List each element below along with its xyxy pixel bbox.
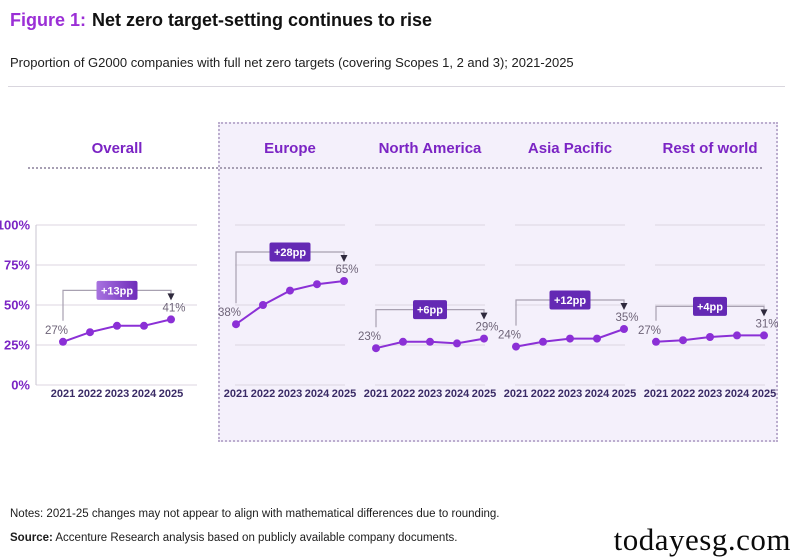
data-point — [512, 342, 520, 351]
header-underline — [28, 167, 762, 169]
year-label: 2021 — [364, 388, 388, 400]
change-badge-label: +6pp — [417, 305, 443, 317]
chart-header-rest-of-world: Rest of world — [662, 140, 758, 157]
year-label: 2023 — [558, 388, 582, 400]
arrow-down-icon — [620, 303, 628, 310]
first-value-label: 23% — [358, 331, 381, 343]
first-value-label: 27% — [638, 325, 661, 337]
change-badge — [413, 300, 447, 320]
last-value-label: 31% — [755, 318, 778, 330]
year-label: 2023 — [278, 388, 302, 400]
year-label: 2021 — [224, 388, 248, 400]
data-point — [140, 321, 148, 330]
y-tick-label: 100% — [0, 218, 30, 233]
data-point — [313, 280, 321, 289]
change-badge-label: +13pp — [101, 285, 133, 297]
year-label: 2022 — [78, 388, 102, 400]
year-label: 2023 — [418, 388, 442, 400]
data-point — [679, 336, 687, 345]
year-label: 2022 — [391, 388, 415, 400]
year-label: 2022 — [671, 388, 695, 400]
data-point — [453, 339, 461, 348]
year-label: 2022 — [251, 388, 275, 400]
year-label: 2022 — [531, 388, 555, 400]
watermark: todayesg.com — [613, 522, 791, 557]
year-label: 2025 — [752, 388, 776, 400]
year-label: 2024 — [725, 388, 750, 400]
figure-subtitle: Proportion of G2000 companies with full … — [10, 55, 574, 70]
figure-title-text: Net zero target-setting continues to ris… — [92, 10, 433, 30]
change-badge-label: +4pp — [697, 301, 723, 313]
year-label: 2025 — [472, 388, 496, 400]
data-point — [340, 277, 348, 285]
data-point — [59, 337, 67, 346]
data-point — [706, 333, 714, 341]
year-label: 2025 — [159, 388, 183, 400]
year-label: 2024 — [585, 388, 610, 400]
year-label: 2021 — [644, 388, 668, 400]
year-label: 2025 — [612, 388, 636, 400]
change-badge-label: +28pp — [274, 247, 306, 259]
data-point — [539, 337, 547, 346]
last-value-label: 65% — [335, 264, 358, 276]
y-tick-label: 50% — [4, 298, 30, 313]
top-divider — [8, 86, 785, 87]
change-badge — [693, 296, 727, 316]
data-point — [286, 286, 294, 295]
year-label: 2023 — [105, 388, 129, 400]
chart-header-overall: Overall — [91, 140, 143, 157]
regions-panel — [218, 122, 778, 442]
first-value-label: 38% — [218, 307, 241, 319]
figure-title: Figure 1: Net zero target-setting continu… — [10, 10, 432, 31]
arrow-down-icon — [480, 312, 488, 320]
chart-header-north-america: North America — [378, 140, 482, 157]
arrow-down-icon — [760, 309, 768, 317]
year-label: 2024 — [305, 388, 330, 400]
change-badge-label: +12pp — [554, 295, 586, 307]
chart-header-europe: Europe — [264, 140, 316, 157]
data-point — [167, 315, 175, 324]
data-point — [733, 331, 741, 340]
year-label: 2024 — [132, 388, 157, 400]
y-tick-label: 25% — [4, 338, 30, 353]
last-value-label: 29% — [475, 322, 498, 334]
y-tick-label: 75% — [4, 258, 30, 273]
arrow-down-icon — [167, 293, 175, 301]
data-point — [113, 321, 121, 330]
first-value-label: 24% — [498, 330, 521, 342]
data-point — [372, 344, 380, 353]
data-point — [566, 334, 574, 343]
data-point — [86, 328, 94, 337]
data-point — [399, 337, 407, 346]
arrow-down-icon — [340, 255, 348, 262]
first-value-label: 27% — [45, 325, 68, 337]
source-line: Source: Accenture Research analysis base… — [10, 532, 457, 544]
data-point — [593, 334, 601, 343]
data-point — [259, 301, 267, 309]
last-value-label: 41% — [162, 302, 185, 314]
figure-number-label: Figure 1: — [10, 10, 87, 30]
year-label: 2021 — [504, 388, 528, 400]
data-point — [620, 325, 628, 333]
data-point — [232, 320, 240, 329]
data-point — [426, 337, 434, 346]
source-text: Accenture Research analysis based on pub… — [52, 532, 458, 544]
change-badge — [549, 290, 591, 310]
change-badge — [96, 280, 138, 300]
last-value-label: 35% — [615, 312, 638, 324]
year-label: 2025 — [332, 388, 356, 400]
data-point — [480, 334, 488, 343]
change-badge — [269, 242, 311, 262]
data-point — [652, 337, 660, 346]
year-label: 2021 — [51, 388, 75, 400]
year-label: 2023 — [698, 388, 722, 400]
year-label: 2024 — [445, 388, 470, 400]
notes-text: Notes: 2021-25 changes may not appear to… — [10, 508, 500, 520]
chart-header-asia-pacific: Asia Pacific — [527, 140, 613, 157]
source-label: Source: — [10, 532, 53, 544]
y-tick-label: 0% — [11, 378, 30, 393]
data-point — [760, 331, 768, 340]
